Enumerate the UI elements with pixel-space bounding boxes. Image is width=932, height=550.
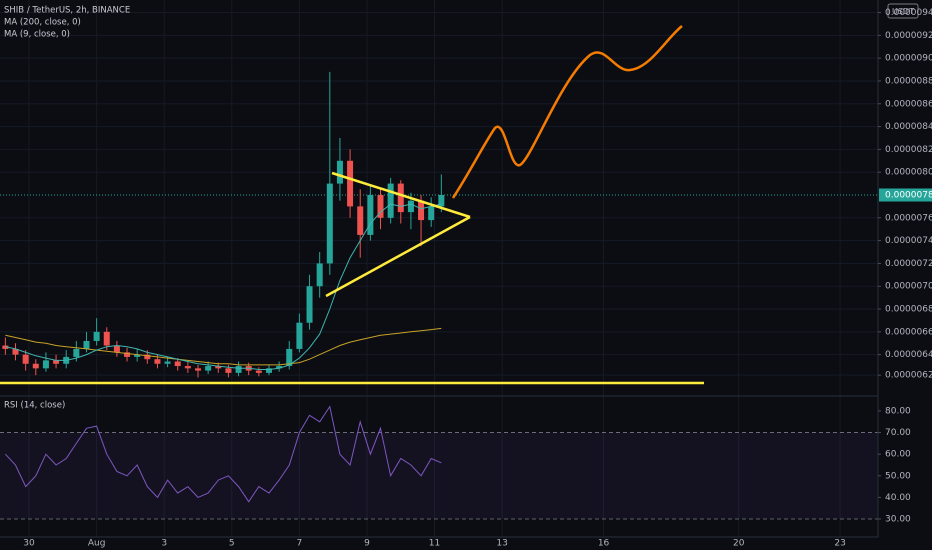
candle-body: [286, 348, 293, 367]
candle-body: [113, 345, 120, 353]
x-tick-label: 7: [297, 539, 303, 549]
x-tick-label: 5: [229, 539, 235, 549]
candle-body: [103, 331, 110, 346]
candle-body: [2, 345, 9, 349]
candle-body: [164, 361, 171, 364]
last-price-box: [879, 188, 932, 202]
symbol-title: SHIB / TetherUS, 2h, BINANCE: [4, 6, 130, 16]
candle-body: [265, 368, 272, 373]
x-tick-label: 20: [733, 539, 745, 549]
ma200-line: [5, 327, 442, 366]
triangle-lower: [325, 215, 471, 298]
plot: [0, 71, 878, 503]
candle-body: [12, 348, 19, 355]
x-tick-label: 16: [598, 539, 610, 549]
rsi-tick-label: 60.00: [885, 450, 911, 460]
rsi-tick-label: 40.00: [885, 493, 911, 503]
candle-body: [357, 206, 364, 235]
candle-body: [367, 195, 374, 235]
candle-body: [32, 363, 39, 369]
candle-body: [144, 354, 151, 360]
candle-body: [134, 354, 141, 357]
x-tick-label: 9: [364, 539, 370, 549]
candle-body: [83, 340, 90, 349]
candle-body: [407, 200, 414, 213]
candle-body: [73, 348, 80, 357]
x-tick-label: 11: [429, 539, 440, 549]
candle-body: [347, 160, 354, 207]
candle-body: [154, 359, 161, 364]
candle-body: [124, 352, 131, 357]
candle-body: [195, 368, 202, 371]
triangle-upper: [331, 171, 471, 219]
candle-body: [438, 195, 445, 207]
rsi-title: RSI (14, close): [4, 401, 65, 411]
projection-curve: [451, 25, 683, 199]
last-price-label: 0.00000780: [885, 191, 932, 201]
candle-body: [174, 361, 181, 367]
indicator-label: MA (9, close, 0): [4, 30, 70, 40]
drawings: [0, 25, 704, 385]
candle-body: [377, 195, 384, 218]
currency-label[interactable]: USDT: [892, 7, 914, 16]
candle-body: [205, 366, 212, 371]
candle-body: [53, 360, 60, 364]
candle-body: [276, 366, 283, 369]
candle-body: [316, 263, 323, 287]
ma9-line: [5, 203, 442, 370]
x-tick-label: 30: [23, 539, 35, 549]
candle-body: [235, 366, 242, 373]
candle-body: [428, 206, 435, 221]
candle-body: [184, 366, 191, 369]
x-tick-label: Aug: [88, 539, 106, 549]
candle-body: [215, 366, 222, 369]
candle-body: [387, 183, 394, 218]
y-tick-label: 0.00000622: [885, 371, 932, 381]
candle-body: [336, 160, 343, 184]
indicator-label: MA (200, close, 0): [4, 18, 81, 28]
candle-body: [397, 183, 404, 213]
candle-body: [326, 183, 333, 264]
x-tick-label: 23: [834, 539, 845, 549]
candle-body: [306, 286, 313, 323]
rsi-line: [5, 405, 442, 503]
grid: [0, 0, 878, 537]
candle-body: [255, 370, 262, 373]
candle-body: [93, 331, 100, 341]
rsi-tick-label: 30.00: [885, 515, 911, 525]
rsi-tick-label: 50.00: [885, 471, 911, 481]
rsi-band: [0, 432, 878, 520]
rsi-tick-label: 70.00: [885, 428, 911, 438]
x-tick-label: 3: [161, 539, 167, 549]
candle-body: [296, 322, 303, 349]
x-tick-label: 13: [496, 539, 507, 549]
candle-body: [225, 368, 232, 373]
currency-box[interactable]: [887, 3, 919, 19]
candle-body: [22, 354, 29, 364]
candle-body: [42, 360, 49, 369]
rsi-tick-label: 80.00: [885, 406, 911, 416]
candle-body: [418, 200, 425, 221]
